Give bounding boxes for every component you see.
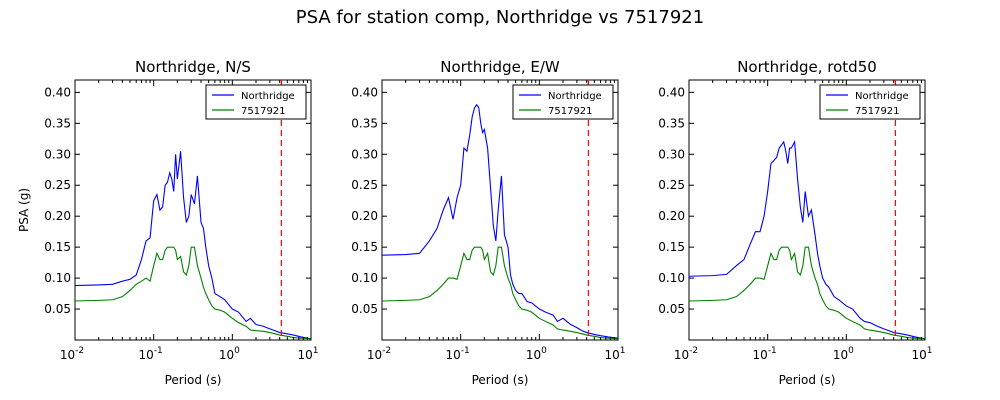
y-tick-label: 0.10: [44, 271, 71, 285]
x-axis-label: Period (s): [165, 373, 222, 387]
x-tick-exponent: -2: [75, 346, 84, 356]
x-tick-exponent: -1: [461, 346, 470, 356]
y-tick-label: 0.25: [658, 178, 685, 192]
y-tick-label: 0.15: [658, 240, 685, 254]
x-tick-exponent: 0: [234, 346, 240, 356]
legend-label: 7517921: [241, 106, 286, 117]
y-tick-label: 0.20: [658, 209, 685, 223]
y-tick-label: 0.25: [351, 178, 378, 192]
legend-box: [819, 84, 921, 120]
y-tick-label: 0.35: [658, 116, 685, 130]
plot-area: [688, 79, 926, 341]
y-tick-label: 0.10: [658, 271, 685, 285]
subplot-title: Northridge, N/S: [135, 58, 251, 76]
legend-box: [512, 84, 614, 120]
y-tick-label: 0.05: [351, 302, 378, 316]
x-tick-exponent: -2: [382, 346, 391, 356]
series-line-northridge: [74, 151, 312, 340]
x-tick-exponent: -1: [154, 346, 163, 356]
x-axis-label: Period (s): [472, 373, 529, 387]
figure-suptitle: PSA for station comp, Northridge vs 7517…: [296, 7, 704, 28]
y-tick-label: 0.40: [351, 85, 378, 99]
subplot-panels: 0.05 0.10 0.15 0.20 0.25 0.30 0.35 0.40 1 0 -2 1 0 -1…: [17, 58, 933, 387]
legend-box: [205, 84, 307, 120]
y-tick-label: 0.05: [44, 302, 71, 316]
x-tick-exponent: 0: [541, 346, 547, 356]
series-line-7517921: [688, 246, 926, 340]
x-tick-exponent: 1: [620, 346, 626, 356]
y-tick-label: 0.05: [658, 302, 685, 316]
legend-label: 7517921: [855, 106, 900, 117]
y-tick-label: 0.30: [658, 147, 685, 161]
y-tick-label: 0.10: [351, 271, 378, 285]
series-line-northridge: [381, 103, 619, 339]
x-tick-exponent: 0: [848, 346, 854, 356]
plot-area: [74, 79, 312, 341]
y-tick-label: 0.35: [351, 116, 378, 130]
series-line-northridge: [688, 139, 926, 340]
y-tick-label: 0.20: [44, 209, 71, 223]
y-tick-label: 0.20: [351, 209, 378, 223]
y-tick-label: 0.25: [44, 178, 71, 192]
x-tick-exponent: -2: [689, 346, 698, 356]
series-line-7517921: [74, 246, 312, 340]
subplot-title: Northridge, rotd50: [737, 58, 877, 76]
y-tick-label: 0.40: [658, 85, 685, 99]
x-tick-exponent: -1: [768, 346, 777, 356]
y-tick-label: 0.30: [44, 147, 71, 161]
y-tick-label: 0.35: [44, 116, 71, 130]
y-tick-label: 0.15: [44, 240, 71, 254]
x-axis-label: Period (s): [779, 373, 836, 387]
subplot-title: Northridge, E/W: [440, 58, 560, 76]
y-tick-label: 0.40: [44, 85, 71, 99]
legend: Northridge 7517921: [205, 84, 307, 120]
y-axis-label: PSA (g): [17, 188, 31, 232]
legend-label: Northridge: [241, 91, 295, 102]
legend: Northridge 7517921: [819, 84, 921, 120]
series-line-7517921: [381, 246, 619, 340]
legend-label: 7517921: [548, 106, 593, 117]
x-tick-exponent: 1: [927, 346, 933, 356]
legend: Northridge 7517921: [512, 84, 614, 120]
y-tick-label: 0.15: [351, 240, 378, 254]
x-tick-exponent: 1: [313, 346, 319, 356]
y-tick-label: 0.30: [351, 147, 378, 161]
legend-label: Northridge: [855, 91, 909, 102]
legend-label: Northridge: [548, 91, 602, 102]
plot-area: [381, 79, 619, 341]
